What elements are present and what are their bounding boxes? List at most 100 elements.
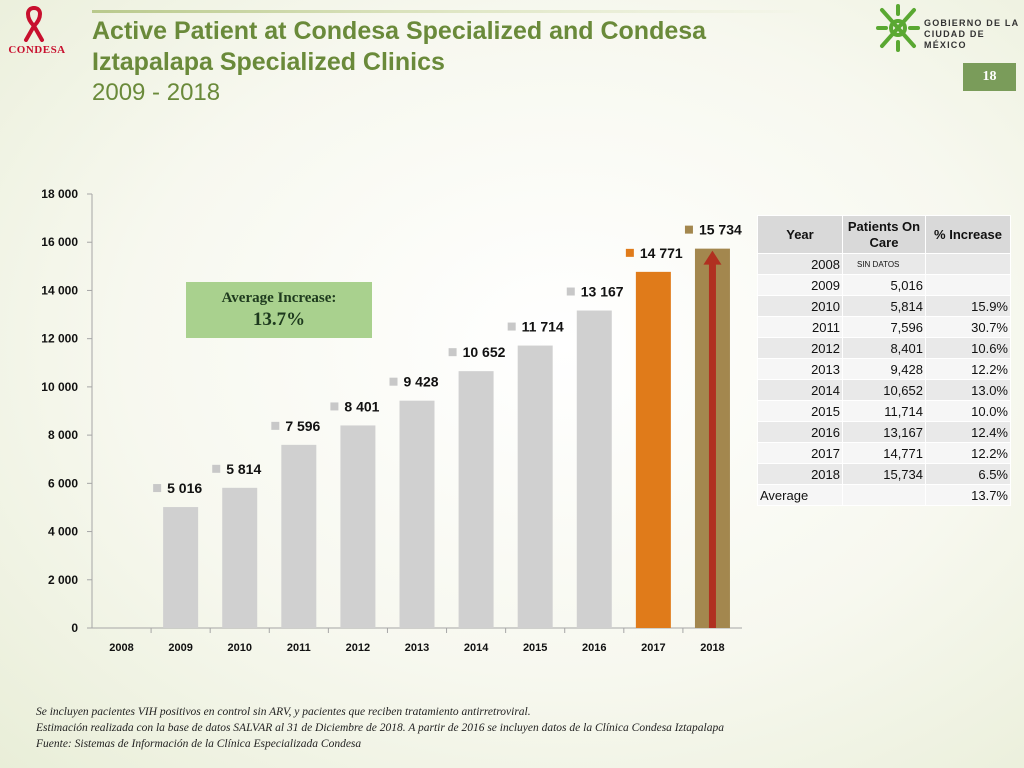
table-row: 2008 SIN DATOS [757, 253, 1011, 275]
table-cell-year: 2013 [757, 358, 843, 380]
table-row: 2011 7,596 30.7% [757, 316, 1011, 338]
data-label-marker [153, 484, 162, 493]
title-line-2: Iztapalapa Specialized Clinics [92, 48, 445, 76]
table-row: 2017 14,771 12.2% [757, 442, 1011, 464]
title-years: 2009 - 2018 [92, 79, 221, 106]
gov-line-1: GOBIERNO DE LA [924, 18, 1020, 28]
bar-2017 [635, 271, 671, 628]
table-header-increase: % Increase [925, 215, 1011, 254]
data-label-marker [684, 225, 693, 234]
data-label-2010: 5 814 [226, 461, 261, 477]
data-table: Year Patients On Care % Increase 2008 SIN… [757, 215, 1011, 506]
y-tick-label: 2 000 [48, 573, 78, 587]
bar-2016 [576, 310, 612, 628]
table-cell-year: 2009 [757, 274, 843, 296]
cdmx-emblem-icon [876, 4, 920, 52]
data-label-marker [212, 464, 221, 473]
table-row: 2013 9,428 12.2% [757, 358, 1011, 380]
title-rule [92, 10, 812, 13]
x-tick-label: 2014 [464, 642, 489, 654]
average-increase-label: Average Increase: [221, 290, 337, 306]
table-cell-year: 2008 [757, 253, 843, 275]
data-label-2018: 15 734 [699, 222, 742, 238]
title-line-1: Active Patient at Condesa Specialized an… [92, 17, 707, 45]
table-cell-patients: 7,596 [842, 316, 926, 338]
cdmx-logo: GOBIERNO DE LA CIUDAD DE MÉXICO [874, 4, 1024, 54]
data-label-2009: 5 016 [167, 480, 202, 496]
table-cell-increase [925, 253, 1011, 275]
table-header-row: Year Patients On Care % Increase [757, 215, 1011, 254]
average-increase-value: 13.7% [252, 309, 306, 330]
footnote-2: Estimación realizada con la base de dato… [36, 722, 725, 734]
table-row: 2018 15,734 6.5% [757, 463, 1011, 485]
bar-2010 [222, 487, 258, 628]
table-cell-patients: 5,814 [842, 295, 926, 317]
condesa-logo: CONDESA [6, 4, 65, 60]
data-label-2015: 11 714 [522, 319, 564, 335]
x-tick-label: 2018 [700, 642, 724, 654]
data-label-marker [566, 287, 575, 296]
table-cell-patients: 9,428 [842, 358, 926, 380]
table-cell-year: 2011 [757, 316, 843, 338]
table-cell-patients: 5,016 [842, 274, 926, 296]
bar-2011 [281, 444, 317, 628]
bar-2013 [399, 400, 435, 628]
data-label-2014: 10 652 [463, 344, 506, 360]
y-tick-label: 4 000 [48, 525, 78, 539]
x-tick-label: 2012 [346, 642, 370, 654]
table-row: 2009 5,016 [757, 274, 1011, 296]
table-cell-increase: 30.7% [925, 316, 1011, 338]
table-cell-patients: 8,401 [842, 337, 926, 359]
table-body: 2008 SIN DATOS 2009 5,016 2010 5,814 15.9% 2011… [757, 253, 1011, 506]
data-label-2012: 8 401 [344, 398, 379, 414]
data-label-marker [330, 402, 339, 411]
x-tick-label: 2016 [582, 642, 606, 654]
table-cell-year: 2012 [757, 337, 843, 359]
table-cell-year: 2015 [757, 400, 843, 422]
table-average-row: Average 13.7% [757, 484, 1011, 506]
table-cell-patients: 10,652 [842, 379, 926, 401]
table-cell-increase: 15.9% [925, 295, 1011, 317]
bar-2014 [458, 371, 494, 628]
x-tick-label: 2010 [227, 642, 251, 654]
table-cell-patients: 15,734 [842, 463, 926, 485]
table-cell-year: 2014 [757, 379, 843, 401]
table-average-label: Average [757, 484, 843, 506]
aids-ribbon-icon [24, 6, 44, 42]
data-label-2016: 13 167 [581, 284, 624, 300]
table-cell-year: 2010 [757, 295, 843, 317]
table-cell-increase: 12.4% [925, 421, 1011, 443]
data-label-2013: 9 428 [404, 374, 439, 390]
y-tick-label: 18 000 [41, 187, 78, 201]
y-tick-label: 0 [71, 621, 78, 635]
table-cell-increase: 10.6% [925, 337, 1011, 359]
table-row: 2012 8,401 10.6% [757, 337, 1011, 359]
data-label-marker [625, 248, 634, 257]
y-tick-label: 16 000 [41, 235, 78, 249]
x-tick-label: 2009 [168, 642, 192, 654]
table-cell-increase: 10.0% [925, 400, 1011, 422]
x-tick-label: 2015 [523, 642, 547, 654]
data-label-marker [389, 377, 398, 386]
table-cell-increase: 6.5% [925, 463, 1011, 485]
bar-2015 [517, 345, 553, 628]
bar-2012 [340, 425, 376, 628]
x-tick-label: 2008 [109, 642, 133, 654]
table-row: 2014 10,652 13.0% [757, 379, 1011, 401]
table-row: 2015 11,714 10.0% [757, 400, 1011, 422]
bar-chart: 0 2 000 4 000 6 000 8 000 10 000 12 000 14 000 1… [41, 187, 742, 654]
growth-arrow-head [703, 250, 722, 265]
table-cell-increase: 12.2% [925, 442, 1011, 464]
gov-text: GOBIERNO DE LA CIUDAD DE MÉXICO [924, 18, 1024, 51]
footnote-3: Fuente: Sistemas de Información de la Cl… [36, 738, 362, 750]
table-cell-patients: 11,714 [842, 400, 926, 422]
table-average-empty [842, 484, 926, 506]
x-tick-label: 2017 [641, 642, 665, 654]
data-label-marker [507, 322, 516, 331]
gov-line-2: CIUDAD DE MÉXICO [924, 29, 985, 50]
table-cell-increase: 12.2% [925, 358, 1011, 380]
footnotes: Se incluyen pacientes VIH positivos en c… [36, 704, 936, 752]
bar-2009 [163, 507, 199, 628]
table-header-patients: Patients On Care [842, 215, 926, 254]
x-tick-label: 2013 [405, 642, 429, 654]
